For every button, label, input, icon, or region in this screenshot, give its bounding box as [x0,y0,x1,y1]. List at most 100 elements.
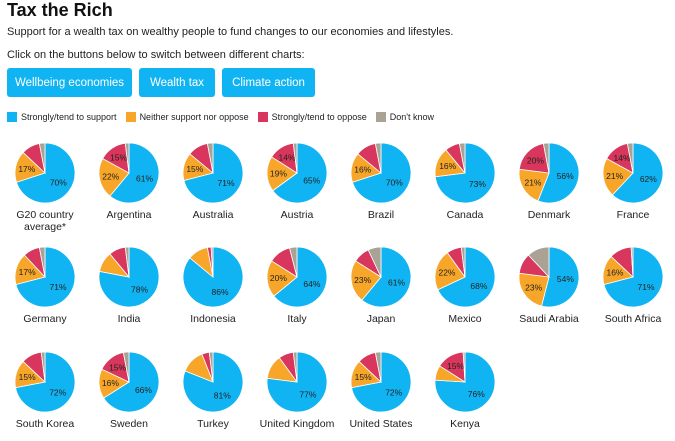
pie-data-label: 86% [212,287,229,297]
wellbeing-economies-button[interactable]: Wellbeing economies [7,68,132,97]
pie-data-label: 16% [439,161,456,171]
pie-chart: 56% 21% 20% [518,142,580,204]
pie-slice-support [103,351,160,413]
pie-slice-support [437,246,496,308]
pie-data-label: 71% [218,178,235,188]
pie-country-label: Denmark [527,209,571,221]
pie-country-label: United States [349,418,413,430]
pie-chart: 73% 16% [434,142,496,204]
pie-slice-support [611,142,664,204]
pie-slice-support [109,142,160,204]
pie-chart: 71% 15% [182,142,244,204]
pie-chart: 61% 23% [350,246,412,308]
pie-chart: 65% 19% 14% [266,142,328,204]
pie-slice-support [361,246,412,308]
pie-country-label: Sweden [110,418,148,430]
pie-slice-dont-know [38,246,46,278]
pie-data-label: 16% [354,165,371,175]
pie-data-label: 54% [557,274,574,284]
pie-chart: 62% 21% 14% [602,142,664,204]
pie-slice-neutral [518,168,550,202]
pie-chart: 70% 17% [14,142,76,204]
pie-chart: 54% 23% [518,246,580,308]
pie-slice-dont-know [374,142,382,174]
pie-slice-dont-know [124,142,130,174]
pie-country-label: France [616,209,650,221]
pie-data-label: 15% [447,361,464,371]
pie-country-label: South Korea [15,418,75,430]
pie-data-label: 15% [355,372,372,382]
pie-slice-dont-know [460,246,466,278]
pie-slice-support [273,246,328,308]
pie-slice-support [537,142,580,204]
pie-data-label: 20% [270,273,287,283]
pie-data-label: 66% [135,385,152,395]
pie-country-label: Argentina [106,209,152,221]
pie-data-label: 15% [110,153,127,163]
pie-data-label: 22% [438,267,455,277]
legend-item-oppose: Strongly/tend to oppose [257,112,367,122]
pie-country-label: Canada [446,209,484,221]
pie-country-label: Austria [280,209,314,221]
pie-slice-dont-know [292,351,298,383]
pie-chart: 61% 22% 15% [98,142,160,204]
pie-data-label: 65% [303,175,320,185]
pie-slice-dont-know [210,246,214,278]
pie-chart: 64% 20% [266,246,328,308]
pie-chart: 77% [266,351,328,413]
legend-label: Neither support nor oppose [139,112,249,122]
legend-swatch [7,112,17,122]
legend-label: Strongly/tend to support [21,112,117,122]
climate-action-button[interactable]: Climate action [222,68,315,97]
pie-slice-dont-know [122,351,130,383]
pie-slice-support [272,142,328,204]
legend-item-neutral: Neither support nor oppose [125,112,249,122]
pie-slice-dont-know [208,351,214,383]
pie-data-label: 70% [386,178,403,188]
pie-country-label: Mexico [448,313,482,325]
pie-slice-neutral [518,272,550,307]
legend-swatch [125,112,136,122]
pie-data-label: 61% [136,174,153,184]
pie-chart: 71% 17% [14,246,76,308]
pie-slice-neutral [602,158,634,196]
pie-slice-dont-know [626,142,634,174]
pie-data-label: 14% [279,152,296,162]
pie-slice-dont-know [367,246,382,278]
pie-slice-neutral [266,260,298,297]
pie-slice-neutral [350,260,382,301]
pie-slice-dont-know [289,246,298,278]
pie-data-label: 72% [385,388,402,398]
pie-chart: 71% 16% [602,246,664,308]
pie-slice-support [541,246,580,308]
pie-slice-dont-know [462,351,466,383]
pie-data-label: 71% [638,282,655,292]
pie-slice-dont-know [458,142,466,174]
pie-chart: 81% [182,351,244,413]
pie-data-label: 21% [606,171,623,181]
pie-data-label: 72% [49,388,66,398]
pie-data-label: 16% [606,267,623,277]
pie-slice-dont-know [527,246,550,279]
pie-data-label: 19% [270,169,287,179]
pie-data-label: 77% [299,389,316,399]
chart-legend: Strongly/tend to support Neither support… [7,110,443,124]
pie-slice-neutral [434,252,466,291]
legend-item-support: Strongly/tend to support [7,112,117,122]
pie-country-label: United Kingdom [259,418,335,430]
pie-slice-dont-know [124,246,130,278]
pie-country-label: Brazil [367,209,395,221]
pie-country-label: Italy [287,313,307,325]
pie-data-label: 17% [18,164,35,174]
pie-country-label: South Africa [604,313,662,325]
pie-data-label: 14% [614,153,631,163]
pie-chart: 86% [182,246,244,308]
pie-chart: 68% 22% [434,246,496,308]
pie-data-label: 17% [19,267,36,277]
pie-slice-dont-know [374,351,382,383]
page-subtitle: Support for a wealth tax on wealthy peop… [7,26,454,38]
wealth-tax-button[interactable]: Wealth tax [139,68,215,97]
pie-slice-dont-know [40,351,46,383]
pie-country-label: Turkey [197,418,229,430]
pie-chart: 72% 15% [350,351,412,413]
